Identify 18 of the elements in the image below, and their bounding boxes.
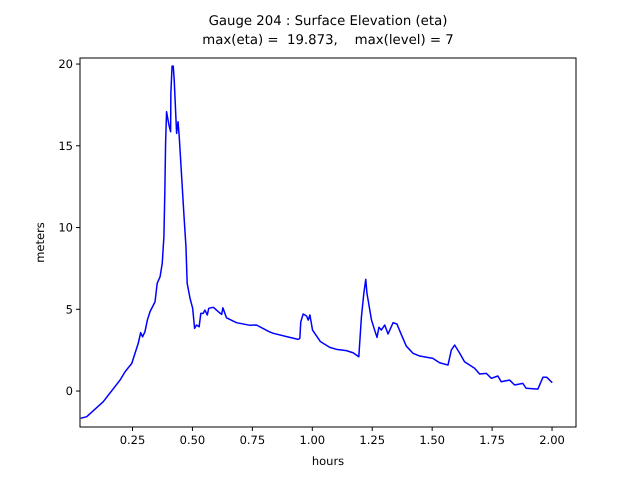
- x-tick-label: 1.75: [479, 433, 505, 447]
- line-series: [80, 65, 554, 420]
- y-tick-label: 15: [58, 138, 73, 153]
- chart-title: Gauge 204 : Surface Elevation (eta): [208, 14, 448, 29]
- y-tick-label: 10: [58, 220, 73, 235]
- x-tick-label: 0.25: [120, 433, 146, 447]
- x-tick-label: 2.00: [539, 433, 565, 447]
- chart-subtitle: max(eta) = 19.873, max(level) = 7: [202, 33, 454, 48]
- x-tick-label: 1.25: [359, 433, 386, 447]
- y-tick-label: 0: [66, 384, 73, 398]
- x-axis-title: hours: [312, 454, 344, 468]
- x-tick-label: 0.75: [240, 433, 266, 447]
- y-tick-label: 20: [58, 57, 73, 72]
- x-tick-label: 1.00: [299, 433, 326, 447]
- x-tick-label: 1.50: [419, 433, 445, 447]
- y-axis-title: meters: [33, 222, 47, 263]
- x-tick-label: 0.50: [180, 433, 206, 447]
- y-tick-label: 5: [66, 302, 73, 316]
